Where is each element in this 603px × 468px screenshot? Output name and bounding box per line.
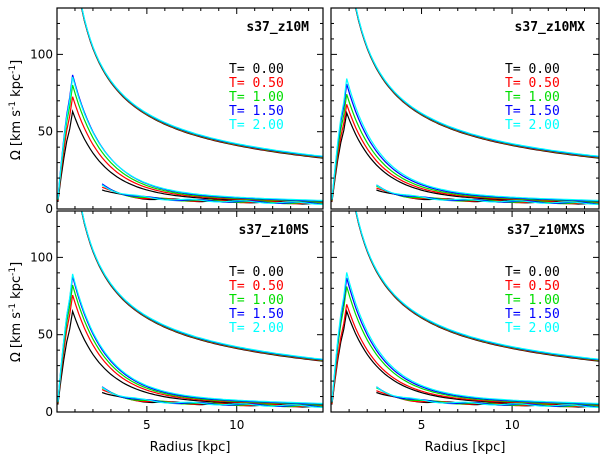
legend-entry: T= 1.00 (505, 293, 560, 308)
series-omega-minus-kappa-4 (101, 386, 323, 408)
series-omega-minus-kappa-5 (101, 386, 323, 408)
legend-entry: T= 1.50 (229, 104, 284, 119)
panel-frame (56, 7, 324, 210)
series-omega-plus-kappa-5 (81, 211, 323, 360)
panel-2: s37_z10MX T= 0.00T= 0.50T= 1.00T= 1.50T= … (330, 7, 600, 210)
panel-4: 5 10 s37_z10MXS T= 0.00T= 0.50T= 1.00T= 1.5… (330, 210, 600, 432)
x-tick-label: 10 (229, 418, 244, 432)
panel-title: s37_z10M (246, 20, 309, 35)
legend-entry: T= 0.00 (229, 62, 284, 77)
series-omega-minus-kappa-5 (101, 184, 323, 205)
series-omega-minus-kappa-4 (376, 184, 599, 205)
series-omega-minus-kappa-4 (376, 386, 599, 408)
legend-entry: T= 0.50 (505, 76, 560, 91)
x-tick-label: 5 (143, 418, 151, 432)
panel-2-curves (331, 8, 599, 205)
panel-frame (330, 7, 600, 210)
legend-entry: T= 1.50 (229, 307, 284, 322)
y-tick-label: 0 (45, 405, 53, 419)
legend-entry: T= 0.00 (505, 62, 560, 77)
series-omega-plus-kappa-5 (355, 8, 599, 157)
panel-frame (330, 210, 600, 413)
legend-entry: T= 0.50 (229, 76, 284, 91)
legend-entry: T= 0.50 (505, 279, 560, 294)
y-tick-label: 50 (38, 125, 53, 139)
panel-title: s37_z10MS (239, 223, 310, 238)
series-omega-5 (331, 78, 599, 202)
x-tick-label: 10 (504, 418, 519, 432)
y-tick-label: 100 (30, 47, 53, 61)
legend-entry: T= 2.00 (229, 118, 284, 133)
legend-entry: T= 1.50 (505, 104, 560, 119)
series-omega-minus-kappa-5 (376, 184, 599, 205)
panel-3-curves (57, 211, 323, 408)
legend-entry: T= 2.00 (505, 321, 560, 336)
legend-entry: T= 1.00 (229, 90, 284, 105)
legend-entry: T= 1.50 (505, 307, 560, 322)
series-omega-plus-kappa-5 (81, 8, 323, 157)
series-omega-5 (331, 272, 599, 405)
y-tick-label: 50 (38, 328, 53, 342)
legend-entry: T= 0.50 (229, 279, 284, 294)
legend-entry: T= 0.00 (505, 265, 560, 280)
panel-frame (56, 210, 324, 413)
panel-title: s37_z10MXS (507, 223, 585, 238)
series-omega-plus-kappa-5 (355, 211, 599, 360)
x-axis-label-left: Radius [kpc] (150, 440, 231, 455)
legend-entry: T= 1.00 (505, 90, 560, 105)
y-axis-label-bottom: Ω [km s-1 kpc-1] (8, 262, 24, 362)
y-tick-label: 100 (30, 250, 53, 264)
panel-4-curves (331, 211, 599, 408)
panel-title: s37_z10MX (515, 20, 586, 35)
panel-1: 0 50 100 s37_z10M T= 0.00T= 0.50T= 1.00T= 1.… (30, 7, 324, 216)
panel-1-curves (57, 8, 323, 205)
x-tick-label: 5 (418, 418, 426, 432)
legend-entry: T= 2.00 (229, 321, 284, 336)
series-omega-5 (57, 76, 323, 202)
y-axis-label-top: Ω [km s-1 kpc-1] (8, 60, 24, 160)
svg-text:Ω [km s-1 kpc-1]: Ω [km s-1 kpc-1] (8, 262, 24, 362)
legend-entry: T= 2.00 (505, 118, 560, 133)
series-omega-minus-kappa-5 (376, 386, 599, 408)
legend-entry: T= 1.00 (229, 293, 284, 308)
series-omega-5 (57, 273, 323, 405)
y-tick-label: 0 (45, 202, 53, 216)
legend-entry: T= 0.00 (229, 265, 284, 280)
svg-text:Ω [km s-1 kpc-1]: Ω [km s-1 kpc-1] (8, 60, 24, 160)
x-axis-label-right: Radius [kpc] (425, 440, 506, 455)
